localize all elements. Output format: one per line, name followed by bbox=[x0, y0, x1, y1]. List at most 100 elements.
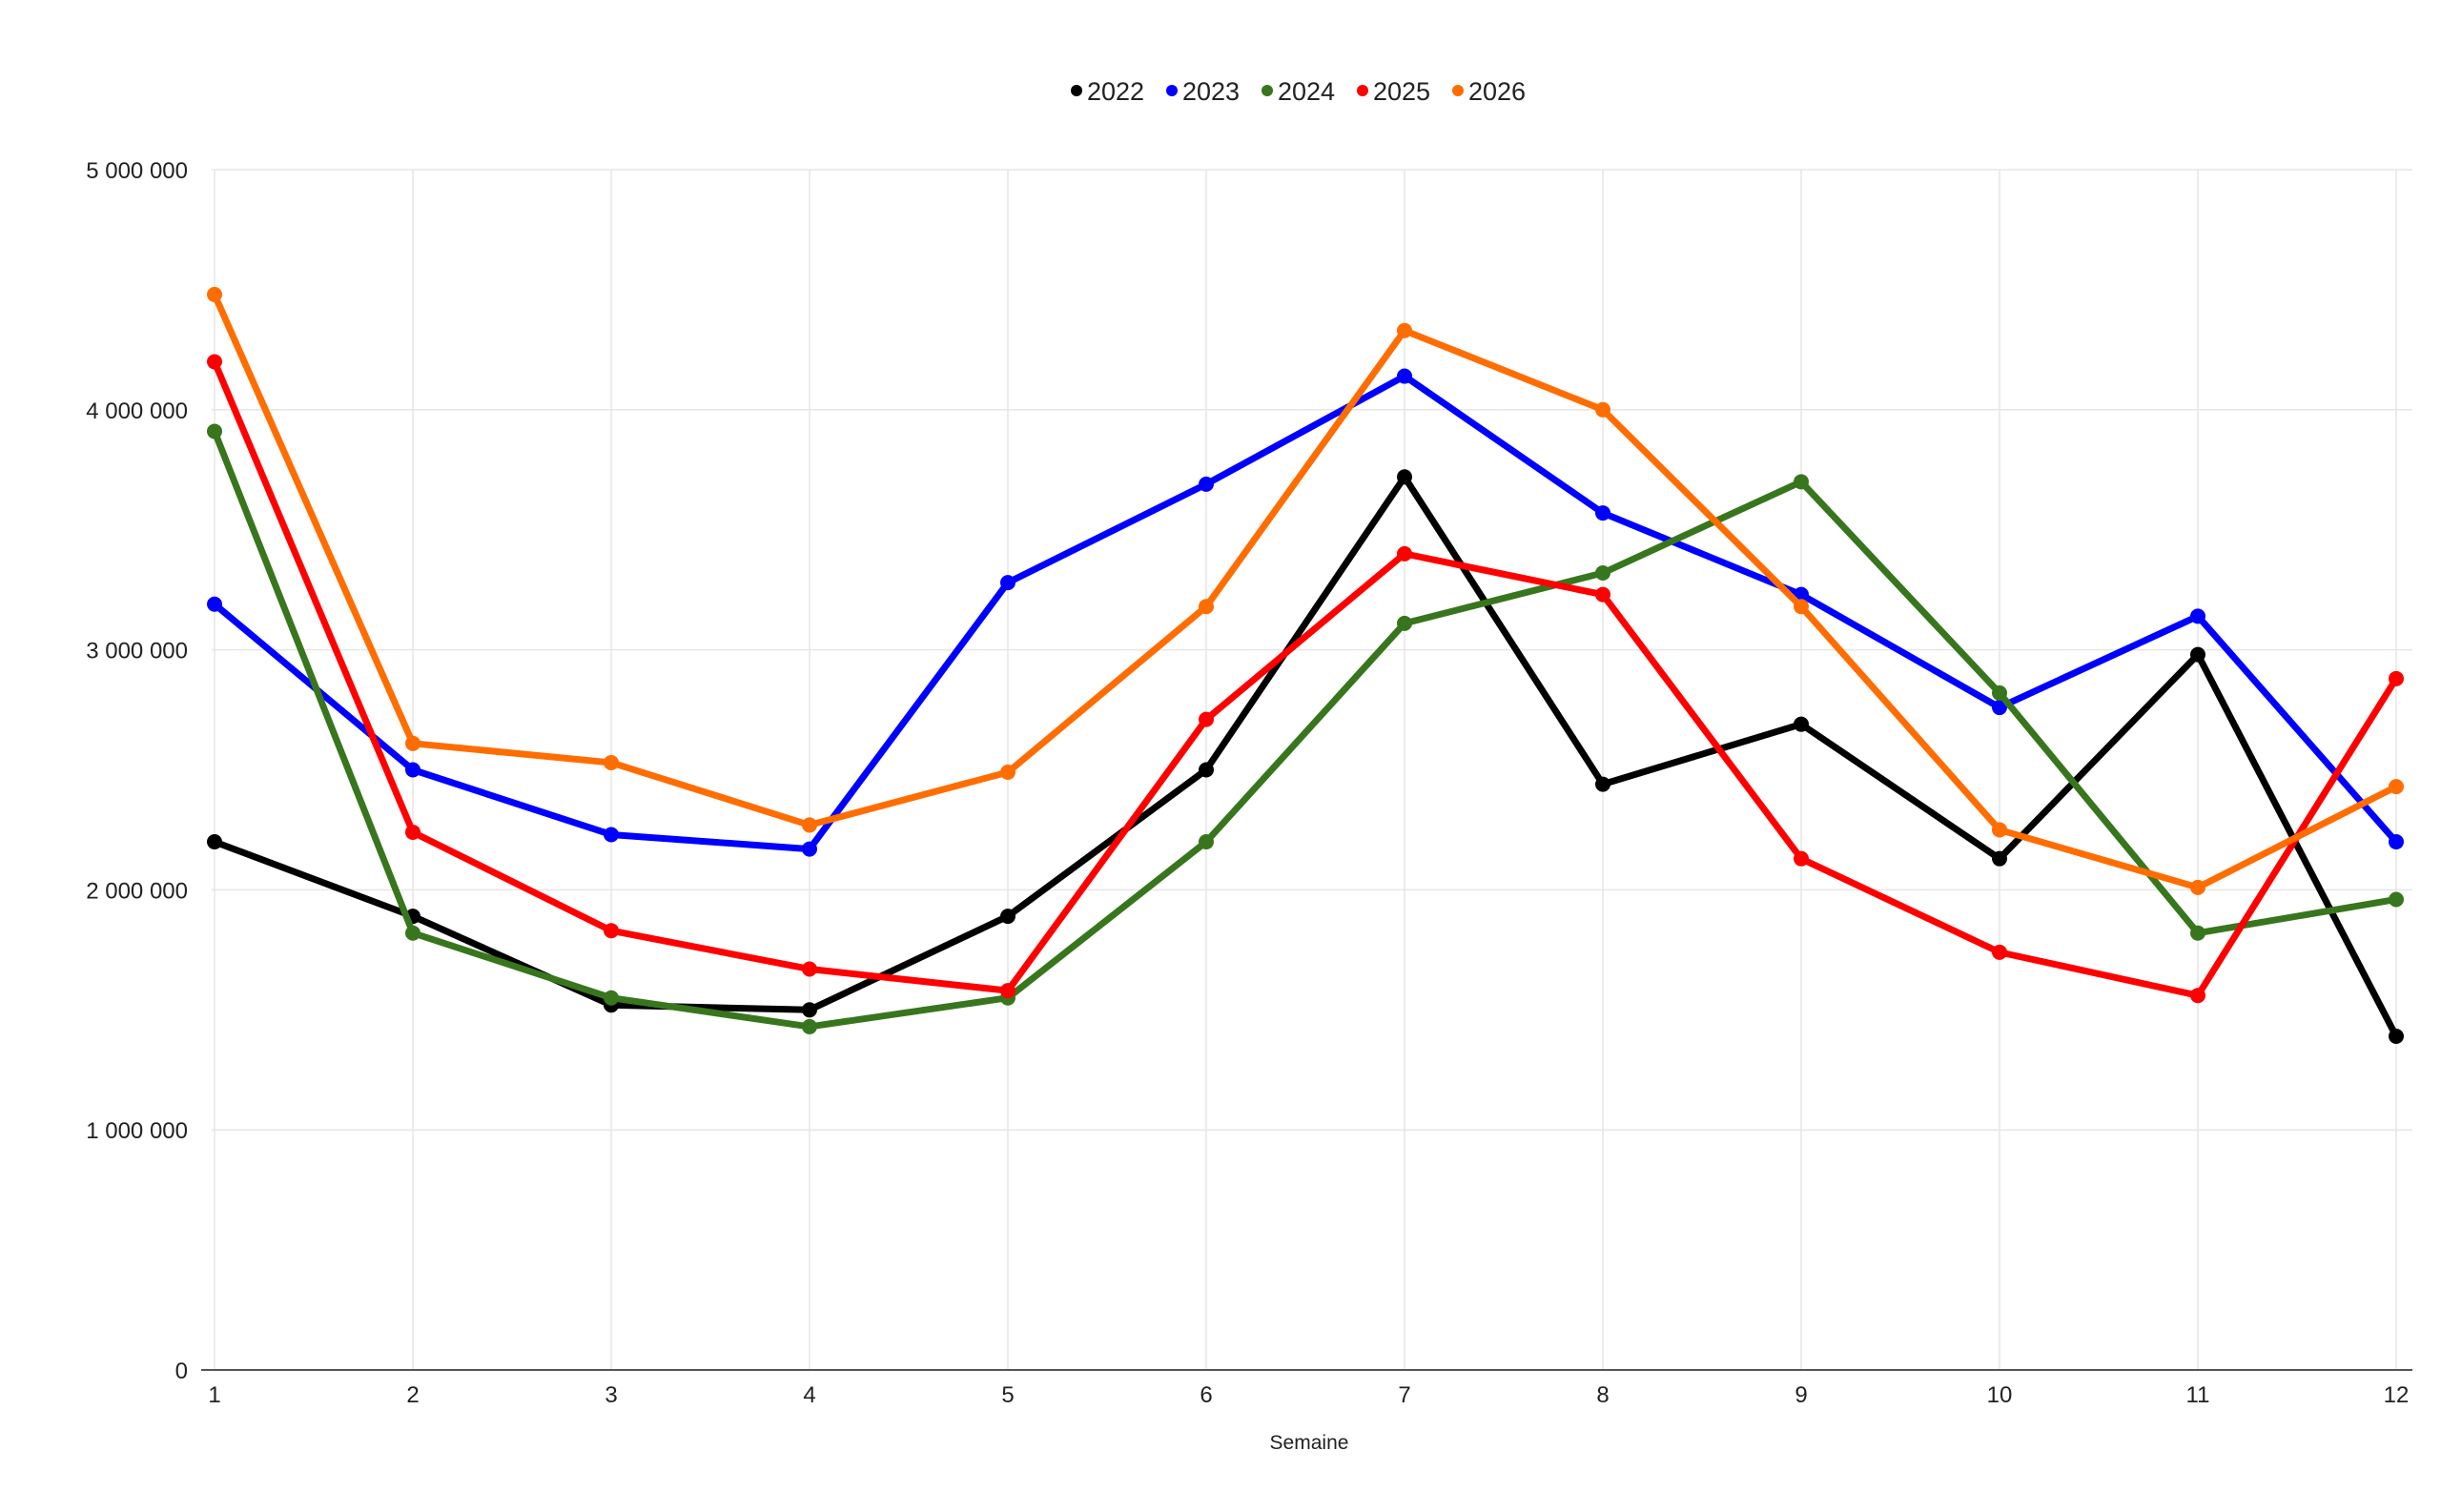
legend-item-2025: 2025 bbox=[1357, 77, 1430, 106]
series-line-2025 bbox=[211, 358, 2400, 999]
data-point-2022 bbox=[2389, 1028, 2404, 1044]
x-tick-label: 11 bbox=[2186, 1382, 2210, 1408]
series-line-2026 bbox=[211, 291, 2400, 891]
legend-marker bbox=[1166, 85, 1178, 96]
data-point-2022 bbox=[1992, 850, 2007, 867]
legend-label: 2026 bbox=[1468, 77, 1526, 106]
y-tick-label: 3 000 000 bbox=[86, 639, 188, 664]
data-point-2023 bbox=[802, 841, 817, 857]
data-point-2026 bbox=[2389, 779, 2404, 795]
legend-item-2023: 2023 bbox=[1166, 77, 1240, 106]
legend: 2022 2023 2024 2025 2026 bbox=[1071, 77, 1526, 106]
series-2026 bbox=[207, 286, 2404, 895]
data-point-2024 bbox=[1199, 834, 1214, 850]
data-point-2026 bbox=[405, 735, 421, 751]
data-point-2024 bbox=[1992, 684, 2007, 701]
data-point-2024 bbox=[2389, 891, 2404, 908]
data-point-2023 bbox=[604, 827, 619, 843]
data-point-2026 bbox=[1992, 822, 2007, 838]
data-point-2022 bbox=[1794, 716, 1809, 732]
legend-label: 2024 bbox=[1278, 77, 1335, 106]
data-point-2026 bbox=[604, 754, 619, 770]
data-point-2024 bbox=[1397, 615, 1412, 631]
series-line-2023 bbox=[211, 373, 2400, 853]
y-tick-label: 2 000 000 bbox=[86, 878, 188, 904]
x-axis-title: Semaine bbox=[1270, 1432, 1349, 1454]
data-point-2024 bbox=[1794, 474, 1809, 490]
y-tick-label: 0 bbox=[175, 1359, 188, 1384]
x-tick-label: 8 bbox=[1596, 1382, 1609, 1408]
legend-marker bbox=[1262, 85, 1273, 96]
series-lines bbox=[207, 286, 2404, 1044]
data-point-2024 bbox=[207, 423, 222, 439]
series-line-2024 bbox=[211, 427, 2400, 1031]
axes: 0 1 000 000 2 000 000 3 000 000 4 000 000 5 0… bbox=[86, 158, 2412, 1408]
data-point-2025 bbox=[1992, 944, 2007, 960]
data-point-2023 bbox=[1595, 505, 1610, 521]
x-tick-label: 3 bbox=[605, 1382, 617, 1408]
x-tick-label: 10 bbox=[1987, 1382, 2013, 1408]
legend-label: 2022 bbox=[1087, 77, 1144, 106]
data-point-2022 bbox=[1595, 776, 1610, 792]
x-tick-label: 7 bbox=[1398, 1382, 1410, 1408]
series-2024 bbox=[207, 423, 2404, 1034]
data-point-2025 bbox=[1397, 545, 1412, 562]
data-point-2022 bbox=[802, 1002, 817, 1018]
series-2023 bbox=[207, 368, 2404, 857]
x-tick-label: 4 bbox=[803, 1382, 815, 1408]
x-tick-label: 5 bbox=[1001, 1382, 1014, 1408]
data-point-2024 bbox=[802, 1018, 817, 1034]
data-point-2025 bbox=[802, 961, 817, 977]
legend-marker bbox=[1357, 85, 1368, 96]
data-point-2025 bbox=[207, 354, 222, 370]
data-point-2023 bbox=[1397, 368, 1412, 384]
data-point-2023 bbox=[405, 762, 421, 778]
data-point-2023 bbox=[2389, 834, 2404, 850]
data-point-2026 bbox=[1000, 765, 1015, 781]
data-point-2026 bbox=[2190, 879, 2205, 895]
data-point-2024 bbox=[1595, 565, 1610, 582]
legend-label: 2025 bbox=[1373, 77, 1430, 106]
data-point-2026 bbox=[1397, 322, 1412, 338]
data-point-2026 bbox=[1199, 599, 1214, 615]
legend-item-2022: 2022 bbox=[1071, 77, 1144, 106]
data-point-2025 bbox=[405, 824, 421, 840]
x-tick-label: 6 bbox=[1200, 1382, 1212, 1408]
legend-label: 2023 bbox=[1182, 77, 1240, 106]
data-point-2026 bbox=[802, 817, 817, 833]
legend-marker bbox=[1452, 85, 1464, 96]
x-tick-label: 12 bbox=[2384, 1382, 2410, 1408]
data-point-2024 bbox=[2190, 925, 2205, 941]
series-2025 bbox=[207, 354, 2404, 1004]
data-point-2025 bbox=[2389, 670, 2404, 686]
y-tick-label: 4 000 000 bbox=[86, 398, 188, 424]
y-tick-label: 5 000 000 bbox=[86, 158, 188, 184]
x-tick-label: 1 bbox=[208, 1382, 220, 1408]
x-tick-label: 9 bbox=[1795, 1382, 1807, 1408]
data-point-2023 bbox=[1199, 476, 1214, 492]
data-point-2025 bbox=[1000, 983, 1015, 999]
data-point-2025 bbox=[1794, 850, 1809, 867]
data-point-2025 bbox=[1595, 586, 1610, 603]
data-point-2026 bbox=[207, 286, 222, 302]
x-tick-label: 2 bbox=[406, 1382, 419, 1408]
y-tick-label: 1 000 000 bbox=[86, 1118, 188, 1144]
data-point-2024 bbox=[604, 990, 619, 1006]
data-point-2023 bbox=[2190, 608, 2205, 624]
data-point-2025 bbox=[604, 923, 619, 939]
data-point-2026 bbox=[1794, 599, 1809, 615]
data-point-2023 bbox=[207, 596, 222, 612]
data-point-2022 bbox=[207, 834, 222, 850]
legend-marker bbox=[1071, 85, 1082, 96]
data-point-2024 bbox=[405, 925, 421, 941]
data-point-2022 bbox=[1397, 469, 1412, 485]
data-point-2023 bbox=[1992, 700, 2007, 716]
data-point-2025 bbox=[2190, 988, 2205, 1004]
data-point-2026 bbox=[1595, 401, 1610, 418]
data-point-2022 bbox=[1000, 909, 1015, 925]
legend-item-2024: 2024 bbox=[1262, 77, 1335, 106]
data-point-2022 bbox=[2190, 646, 2205, 663]
data-point-2023 bbox=[1000, 575, 1015, 591]
